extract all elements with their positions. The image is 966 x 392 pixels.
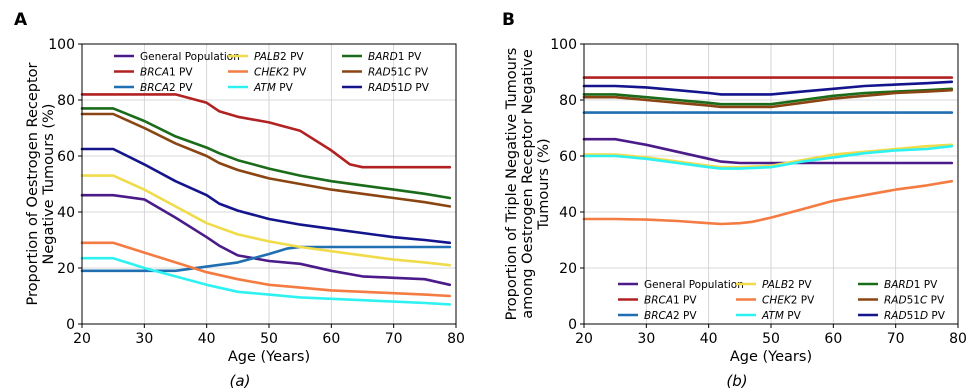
x-axis-label: Age (Years) (730, 349, 812, 365)
legend-item-brca2: BRCA2 PV (114, 82, 193, 94)
series-line-palb2 (80, 174, 452, 267)
legend-label-bard1: BARD1 PV (884, 279, 938, 291)
y-tick-label: 80 (57, 93, 75, 109)
legend-item-gen: General Population (114, 51, 240, 63)
legend-item-chek2: CHEK2 PV (228, 67, 307, 79)
panel-caption: (b) (726, 372, 747, 390)
y-tick-label: 60 (57, 149, 75, 165)
x-tick-label: 60 (824, 331, 842, 347)
x-tick-label: 40 (700, 331, 718, 347)
series-line-brca2 (80, 245, 452, 273)
x-tick-label: 50 (260, 331, 278, 347)
x-tick-label: 30 (135, 331, 153, 347)
legend-item-rad51d: RAD51D PV (342, 82, 430, 94)
legend-label-brca2: BRCA2 PV (140, 82, 193, 94)
series-line-rad51c (582, 88, 954, 109)
legend-item-brca1: BRCA1 PV (114, 67, 193, 79)
x-tick-label: 20 (575, 331, 593, 347)
legend-label-chek2: CHEK2 PV (762, 295, 815, 307)
legend-label-palb2: PALB2 PV (762, 279, 812, 291)
series-line-atm (582, 144, 954, 170)
x-tick-label: 20 (73, 331, 91, 347)
y-tick-label: 60 (559, 149, 577, 165)
y-axis-label: Proportion of Oestrogen ReceptorNegative… (25, 62, 57, 305)
series-lines (80, 93, 452, 306)
x-tick-label: 70 (385, 331, 403, 347)
series-line-bard1 (80, 107, 452, 200)
legend-label-chek2: CHEK2 PV (254, 67, 307, 79)
x-tick-label: 60 (322, 331, 340, 347)
x-tick-label: 50 (762, 331, 780, 347)
series-line-rad51d (80, 147, 452, 245)
legend-label-rad51c: RAD51C PV (884, 295, 945, 307)
panel-label: B (502, 10, 515, 30)
legend-item-palb2: PALB2 PV (228, 51, 304, 63)
series-line-bard1 (582, 87, 954, 106)
legend-item-rad51c: RAD51C PV (858, 295, 945, 307)
legend-item-chek2: CHEK2 PV (736, 295, 815, 307)
legend-item-brca2: BRCA2 PV (618, 310, 697, 322)
legend-item-gen: General Population (618, 279, 744, 291)
legend-item-atm: ATM PV (228, 82, 294, 94)
legend-item-brca1: BRCA1 PV (618, 295, 697, 307)
legend-label-atm: ATM PV (253, 82, 294, 94)
y-axis-label: Proportion of Triple Negative Tumoursamo… (504, 48, 552, 321)
legend-label-brca2: BRCA2 PV (644, 310, 697, 322)
series-lines (582, 76, 954, 226)
x-tick-label: 40 (198, 331, 216, 347)
legend-label-brca1: BRCA1 PV (644, 295, 697, 307)
x-axis-label: Age (Years) (228, 349, 310, 365)
y-tick-label: 80 (559, 93, 577, 109)
legend-label-palb2: PALB2 PV (254, 51, 304, 63)
y-tick-label: 100 (550, 37, 577, 53)
legend-item-rad51c: RAD51C PV (342, 67, 429, 79)
x-tick-label: 80 (447, 331, 465, 347)
x-tick-label: 30 (637, 331, 655, 347)
y-tick-label: 100 (48, 37, 75, 53)
legend-item-palb2: PALB2 PV (736, 279, 812, 291)
legend-item-atm: ATM PV (736, 310, 802, 322)
panel-label: A (14, 10, 28, 30)
legend-label-brca1: BRCA1 PV (140, 67, 193, 79)
series-line-gen (582, 137, 954, 165)
legend-label-gen: General Population (140, 51, 240, 63)
legend-item-bard1: BARD1 PV (858, 279, 938, 291)
y-tick-label: 0 (66, 317, 75, 333)
legend-label-gen: General Population (644, 279, 744, 291)
legend-label-bard1: BARD1 PV (368, 51, 422, 63)
legend: General Population BRCA1 PV BRCA2 PV PALB2 … (618, 279, 946, 322)
series-line-chek2 (80, 241, 452, 298)
legend-item-bard1: BARD1 PV (342, 51, 422, 63)
legend-label-rad51d: RAD51D PV (884, 310, 946, 322)
y-tick-label: 0 (568, 317, 577, 333)
y-tick-label: 20 (559, 261, 577, 277)
series-line-chek2 (582, 179, 954, 226)
y-tick-label: 40 (559, 205, 577, 221)
panel-caption: (a) (230, 372, 251, 390)
y-tick-label: 20 (57, 261, 75, 277)
legend-label-atm: ATM PV (761, 310, 802, 322)
x-tick-label: 70 (887, 331, 905, 347)
series-line-rad51c (80, 112, 452, 208)
series-line-rad51d (582, 80, 954, 96)
series-line-brca1 (80, 93, 452, 169)
y-tick-label: 40 (57, 205, 75, 221)
legend-item-rad51d: RAD51D PV (858, 310, 946, 322)
series-line-palb2 (582, 143, 954, 169)
series-line-atm (80, 256, 452, 306)
legend: General Population BRCA1 PV BRCA2 PV PALB2 … (114, 51, 430, 94)
legend-label-rad51d: RAD51D PV (368, 82, 430, 94)
legend-label-rad51c: RAD51C PV (368, 67, 429, 79)
x-tick-label: 80 (949, 331, 966, 347)
